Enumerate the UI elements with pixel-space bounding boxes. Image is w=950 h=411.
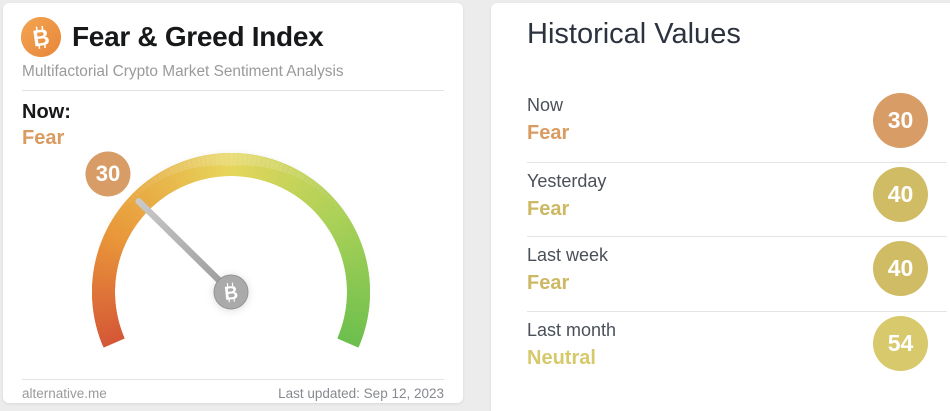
svg-text:30: 30 [96,161,120,186]
svg-text:B: B [223,283,239,305]
